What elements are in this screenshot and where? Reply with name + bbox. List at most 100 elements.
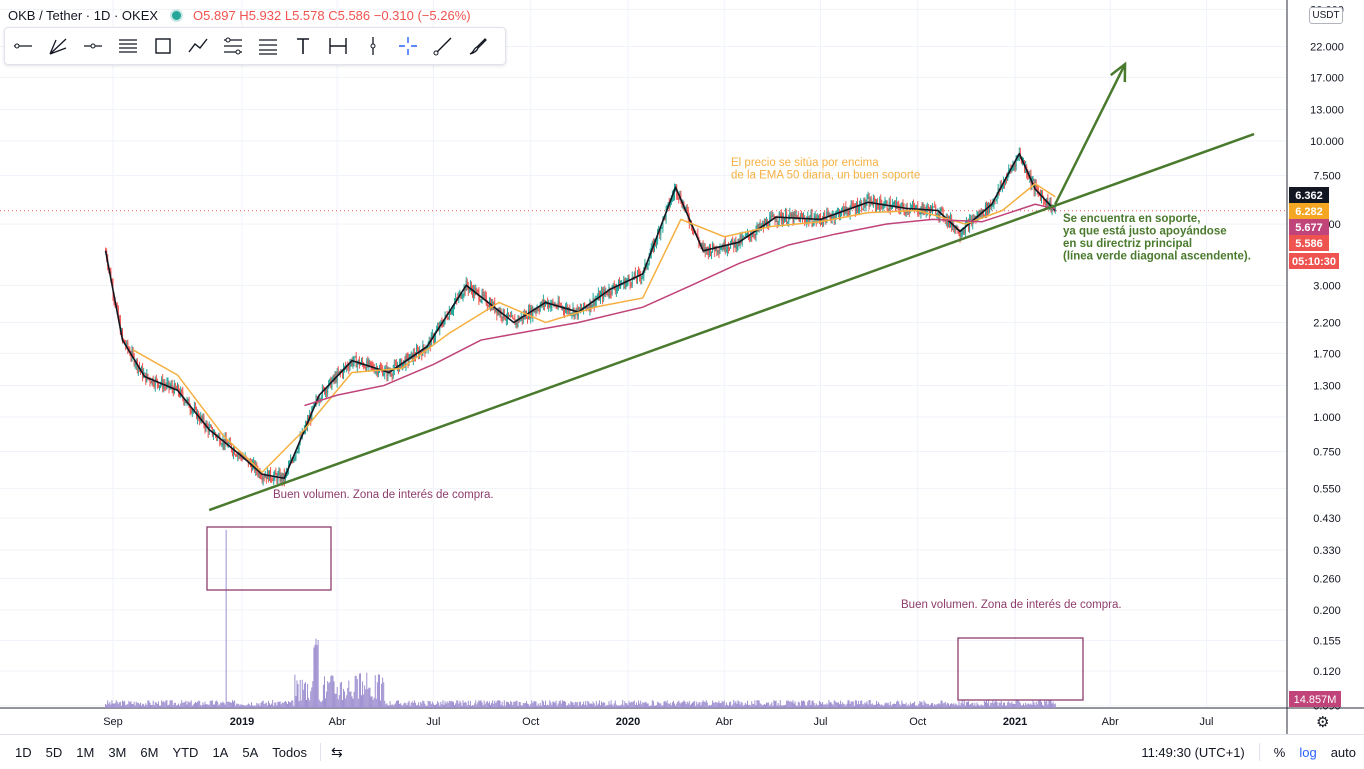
brush-tool-button[interactable] — [460, 28, 495, 64]
candle-body — [351, 360, 353, 365]
candle-body — [635, 278, 637, 280]
candle-body — [646, 266, 648, 269]
candle-body — [833, 214, 835, 220]
candle-body — [659, 230, 661, 235]
candle-body — [569, 308, 571, 315]
log-scale-toggle[interactable]: log — [1299, 744, 1317, 760]
candle-body — [191, 410, 193, 413]
candle-body — [562, 307, 564, 311]
range-button-todos[interactable]: Todos — [272, 744, 307, 760]
range-button-ytd[interactable]: YTD — [172, 744, 199, 760]
candle-body — [661, 227, 663, 229]
candle-body — [806, 219, 808, 223]
candle-body — [593, 298, 595, 306]
candle-body — [934, 206, 936, 208]
symbol-title[interactable]: OKB / Tether · 1D · OKEX — [8, 7, 159, 23]
candle-body — [151, 378, 153, 384]
candle-body — [127, 342, 129, 349]
range-button-3m[interactable]: 3M — [108, 744, 127, 760]
candle-body — [642, 275, 644, 277]
candle-body — [385, 367, 387, 369]
candle-body — [257, 470, 259, 475]
candle-body — [701, 244, 703, 246]
path-tool-button[interactable] — [180, 28, 215, 64]
fib-retracement-tool-button[interactable] — [215, 28, 250, 64]
candle-body — [742, 236, 744, 238]
parallel-channel-tool-button[interactable] — [110, 28, 145, 64]
range-button-1a[interactable]: 1A — [212, 744, 229, 760]
trendline-support-note[interactable]: Se encuentra en soporte, ya que está just… — [1063, 213, 1251, 263]
candle-body — [516, 320, 518, 324]
candle-body — [185, 402, 187, 404]
candle-body — [449, 311, 451, 315]
text-tool-button[interactable] — [285, 28, 320, 64]
fib-extension-tool-button[interactable] — [250, 28, 285, 64]
candle-body — [337, 371, 339, 374]
candle-body — [856, 203, 858, 212]
range-button-5a[interactable]: 5A — [242, 744, 259, 760]
volume-label-box — [1289, 691, 1341, 707]
x-tick-label: Oct — [522, 716, 539, 728]
range-button-5d[interactable]: 5D — [45, 744, 63, 760]
clock-readout[interactable]: 11:49:30 (UTC+1) — [1141, 744, 1245, 760]
candle-body — [252, 463, 254, 471]
candle-body — [376, 368, 378, 375]
candle-body — [262, 477, 264, 480]
pitchfork-tool-button[interactable] — [40, 28, 75, 64]
candle-body — [951, 217, 953, 227]
candle-body — [234, 449, 236, 455]
candle-body — [224, 437, 226, 446]
ema-support-note[interactable]: El precio se sitúa por encima de la EMA 5… — [731, 157, 920, 182]
candle-body — [335, 375, 337, 382]
candle-body — [364, 367, 366, 369]
crosshair-tool-button[interactable] — [390, 28, 425, 64]
percent-scale-toggle[interactable]: % — [1273, 744, 1286, 760]
volume-zone-box-2018[interactable] — [206, 526, 332, 591]
volume-note-2021[interactable]: Buen volumen. Zona de interés de compra. — [901, 599, 1122, 611]
candle-body — [775, 220, 777, 222]
volume-note-2018[interactable]: Buen volumen. Zona de interés de compra. — [273, 489, 494, 501]
candle-body — [352, 361, 354, 365]
currency-badge[interactable]: USDT — [1309, 7, 1343, 24]
candle-body — [907, 211, 909, 213]
candle-body — [729, 248, 731, 250]
candle-body — [870, 199, 872, 204]
auto-scale-toggle[interactable]: auto — [1330, 744, 1356, 760]
candle-body — [150, 381, 152, 384]
support-trendline[interactable] — [208, 132, 1255, 512]
horizontal-ray-tool-button[interactable] — [75, 28, 110, 64]
candle-body — [377, 371, 379, 375]
candle-body — [506, 312, 508, 320]
candle-body — [941, 208, 943, 210]
candle-body — [933, 206, 935, 208]
candle-body — [450, 311, 452, 315]
range-button-1m[interactable]: 1M — [76, 744, 95, 760]
goto-date-icon[interactable]: ⇆ — [330, 743, 343, 760]
vertical-line-tool-button[interactable] — [355, 28, 390, 64]
range-button-1d[interactable]: 1D — [15, 744, 32, 760]
candle-body — [809, 218, 811, 222]
candle-body — [1051, 207, 1053, 211]
candle-body — [612, 285, 614, 287]
candle-body — [547, 301, 549, 307]
candle-body — [837, 211, 839, 213]
rectangle-tool-button[interactable] — [145, 28, 180, 64]
volume-zone-box-2021[interactable] — [957, 637, 1084, 701]
candle-body — [440, 322, 442, 324]
price-label-box — [1289, 203, 1329, 219]
candle-body — [755, 230, 757, 236]
ema-support-note-line: El precio se sitúa por encima — [731, 157, 879, 169]
settings-gear-icon[interactable]: ⚙ — [1316, 714, 1330, 731]
y-tick-label: 1.300 — [1313, 381, 1341, 393]
date-range-tool-button[interactable] — [320, 28, 355, 64]
candle-body — [640, 275, 642, 280]
trend-line-tool-button[interactable] — [5, 28, 40, 64]
up-arrow-line[interactable] — [1054, 63, 1127, 205]
range-button-6m[interactable]: 6M — [140, 744, 159, 760]
candle-body — [758, 223, 760, 229]
candle-body — [748, 232, 750, 236]
ray-tool-button[interactable] — [425, 28, 460, 64]
candle-body — [767, 220, 769, 227]
candle-body — [935, 207, 937, 216]
